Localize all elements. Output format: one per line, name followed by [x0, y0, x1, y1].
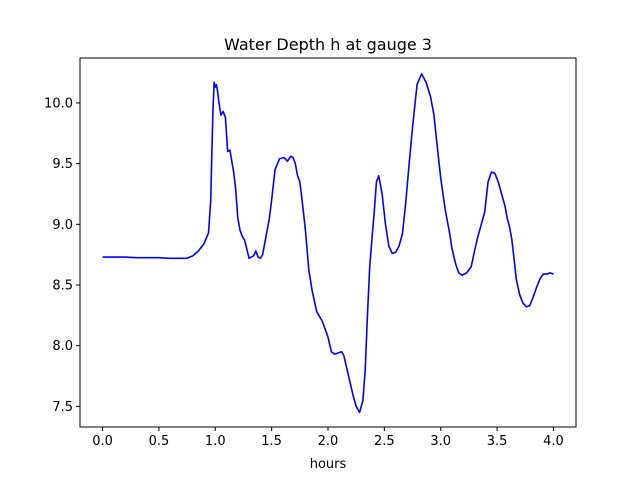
- series-line-1: [102, 72, 554, 414]
- x-tick-label: 4.0: [543, 434, 564, 449]
- x-tick-label: 1.5: [261, 434, 282, 449]
- x-axis: 0.0 0.5 1.0 1.5 2.0 2.5 3.0 3.5 4.0: [92, 427, 564, 449]
- y-tick-label: 9.0: [52, 218, 73, 233]
- x-axis-label: hours: [310, 457, 347, 472]
- plot-frame: [79, 57, 577, 428]
- x-tick-label: 2.0: [318, 434, 339, 449]
- x-tick-label: 2.5: [374, 434, 395, 449]
- y-axis: 7.5 8.0 8.5 9.0 9.5 10.0: [44, 96, 80, 415]
- x-tick-label: 0.5: [149, 434, 170, 449]
- y-tick-label: 9.5: [52, 157, 73, 172]
- plot-area: [102, 72, 554, 414]
- y-tick-label: 8.5: [52, 278, 73, 293]
- y-tick-label: 10.0: [44, 96, 73, 111]
- x-tick-label: 1.0: [205, 434, 226, 449]
- y-tick-label: 8.0: [52, 339, 73, 354]
- x-tick-label: 0.0: [92, 434, 113, 449]
- x-tick-label: 3.0: [430, 434, 451, 449]
- y-tick-label: 7.5: [52, 400, 73, 415]
- x-tick-label: 3.5: [487, 434, 508, 449]
- chart-title: Water Depth h at gauge 3: [224, 35, 432, 54]
